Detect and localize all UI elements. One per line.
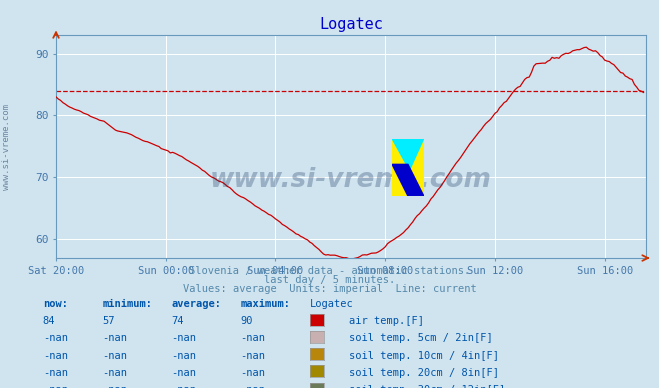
Text: -nan: -nan	[102, 385, 127, 388]
Text: now:: now:	[43, 299, 68, 309]
Text: -nan: -nan	[43, 350, 68, 360]
Text: last day / 5 minutes.: last day / 5 minutes.	[264, 275, 395, 285]
Text: maximum:: maximum:	[241, 299, 291, 309]
Text: www.si-vreme.com: www.si-vreme.com	[2, 104, 11, 191]
Polygon shape	[392, 139, 424, 170]
Text: -nan: -nan	[171, 367, 196, 378]
Polygon shape	[392, 165, 424, 196]
Text: Logatec: Logatec	[310, 299, 353, 309]
Text: www.si-vreme.com: www.si-vreme.com	[210, 167, 492, 193]
Text: -nan: -nan	[102, 350, 127, 360]
Title: Logatec: Logatec	[319, 17, 383, 32]
Text: Values: average  Units: imperial  Line: current: Values: average Units: imperial Line: cu…	[183, 284, 476, 294]
Text: soil temp. 20cm / 8in[F]: soil temp. 20cm / 8in[F]	[349, 367, 500, 378]
Text: -nan: -nan	[171, 333, 196, 343]
Text: -nan: -nan	[171, 350, 196, 360]
Text: soil temp. 30cm / 12in[F]: soil temp. 30cm / 12in[F]	[349, 385, 505, 388]
Text: -nan: -nan	[241, 350, 266, 360]
Text: -nan: -nan	[241, 333, 266, 343]
Text: Slovenia / weather data - automatic stations.: Slovenia / weather data - automatic stat…	[189, 265, 470, 275]
Text: soil temp. 5cm / 2in[F]: soil temp. 5cm / 2in[F]	[349, 333, 493, 343]
Text: -nan: -nan	[43, 385, 68, 388]
Text: -nan: -nan	[102, 367, 127, 378]
Text: -nan: -nan	[102, 333, 127, 343]
Polygon shape	[392, 139, 424, 196]
Text: -nan: -nan	[241, 385, 266, 388]
Text: 74: 74	[171, 316, 184, 326]
Text: minimum:: minimum:	[102, 299, 152, 309]
Text: -nan: -nan	[43, 367, 68, 378]
Text: 57: 57	[102, 316, 115, 326]
Text: air temp.[F]: air temp.[F]	[349, 316, 424, 326]
Text: 84: 84	[43, 316, 55, 326]
Text: soil temp. 10cm / 4in[F]: soil temp. 10cm / 4in[F]	[349, 350, 500, 360]
Text: 90: 90	[241, 316, 253, 326]
Text: -nan: -nan	[241, 367, 266, 378]
Text: -nan: -nan	[171, 385, 196, 388]
Text: -nan: -nan	[43, 333, 68, 343]
Text: average:: average:	[171, 299, 221, 309]
